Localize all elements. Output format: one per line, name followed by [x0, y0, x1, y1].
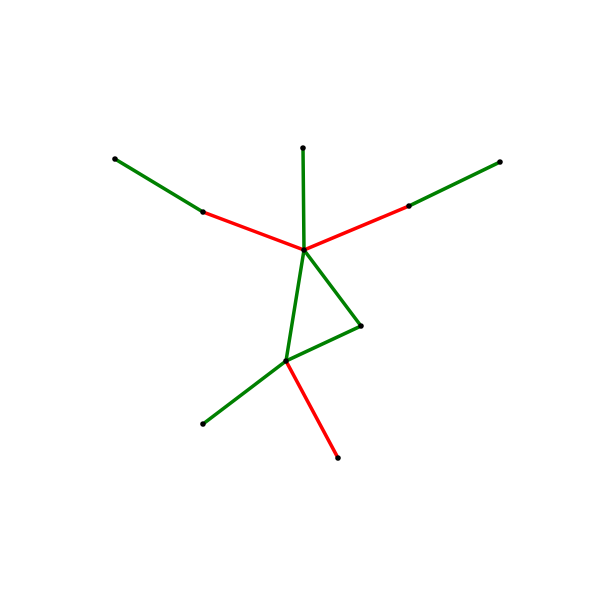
edge-center-to-upper-left-mid — [201, 210, 306, 252]
edge-center-to-triangle-right — [302, 248, 363, 328]
edge-lower-hub-to-lower-right-end — [284, 359, 340, 460]
edge-upper-left-mid-to-upper-left-end — [113, 157, 205, 214]
edge-lower-hub-to-lower-left-end — [201, 359, 288, 426]
node-layer — [112, 145, 503, 461]
node-lower-hub — [283, 358, 289, 364]
edge-center-to-upper-right-mid — [302, 204, 411, 252]
node-lower-left-end — [200, 421, 206, 427]
node-lower-right-end — [335, 455, 341, 461]
edge-center-to-top — [301, 146, 306, 252]
node-triangle-right — [358, 323, 364, 329]
node-upper-left-mid — [200, 209, 206, 215]
node-top — [300, 145, 306, 151]
edge-layer — [113, 146, 502, 460]
edge-upper-right-mid-to-upper-right-end — [407, 160, 502, 208]
node-upper-right-mid — [406, 203, 412, 209]
edge-triangle-right-to-lower-hub — [284, 324, 363, 363]
edge-center-to-lower-hub — [284, 248, 306, 363]
node-upper-left-end — [112, 156, 118, 162]
node-upper-right-end — [497, 159, 503, 165]
node-center — [301, 247, 307, 253]
